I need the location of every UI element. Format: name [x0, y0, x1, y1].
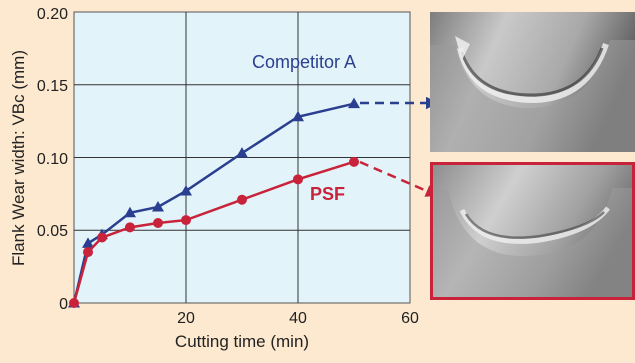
data-point: [236, 147, 248, 158]
x-axis-label: Cutting time (min): [175, 332, 309, 351]
x-tick-label: 40: [289, 310, 307, 327]
series-layer: [68, 97, 360, 308]
data-point: [293, 174, 303, 185]
x-tick-label: 20: [177, 310, 195, 327]
data-point: [180, 184, 192, 196]
data-point: [153, 217, 163, 228]
data-point: [97, 232, 107, 243]
data-point: [83, 247, 93, 258]
data-point: [125, 222, 135, 233]
y-tick-labels: 0 0.05 0.10 0.15 0.20: [37, 6, 68, 313]
data-point: [292, 110, 304, 122]
data-point: [124, 206, 136, 218]
tool-wear-photo-competitor: [430, 12, 635, 152]
data-point: [181, 215, 191, 226]
y-tick-label: 0.20: [37, 6, 68, 23]
legend-competitor-a: Competitor A: [252, 52, 356, 72]
data-point: [348, 97, 360, 109]
x-tick-labels: 20 40 60: [177, 310, 419, 327]
x-tick-label: 60: [401, 310, 419, 327]
y-tick-label: 0.10: [37, 151, 68, 168]
tool-wear-photo-psf: [430, 162, 635, 300]
series-1: [69, 156, 359, 308]
y-tick-label: 0.15: [37, 78, 68, 95]
y-axis-label: Flank Wear width: VBc (mm): [9, 50, 28, 266]
data-point: [82, 237, 94, 248]
y-tick-label: 0: [59, 296, 68, 313]
legend-psf: PSF: [310, 184, 345, 204]
data-point: [69, 298, 79, 308]
data-point: [152, 200, 164, 212]
data-point: [237, 194, 247, 205]
data-point: [349, 156, 359, 167]
y-tick-label: 0.05: [37, 223, 68, 240]
